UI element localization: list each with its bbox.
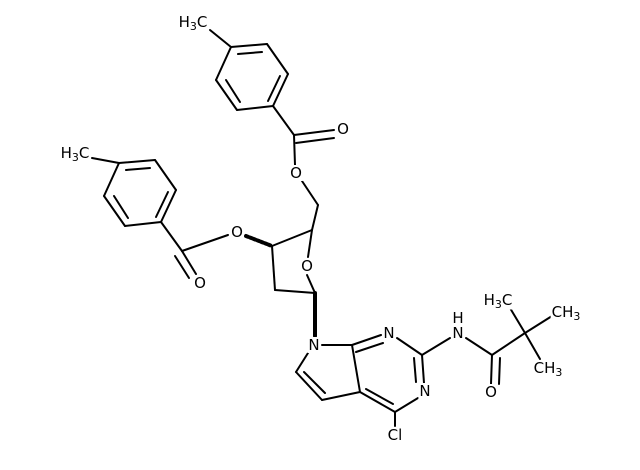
- atom-label: O: [337, 120, 349, 138]
- label-background: [300, 258, 314, 274]
- atom-label-part: 3: [190, 20, 197, 33]
- label-background: [193, 275, 207, 291]
- atom-label-part: O: [485, 383, 497, 401]
- atom-label-part: O: [290, 164, 302, 182]
- label-background: [382, 325, 396, 341]
- atom-label-part: 3: [573, 310, 580, 323]
- label-background: [386, 427, 404, 443]
- atom-label: O: [290, 164, 302, 182]
- atom-label-part: H: [562, 303, 573, 321]
- atom-label: O: [194, 274, 206, 292]
- atom-label-part: Cl: [388, 426, 403, 444]
- atom-label-part: H: [61, 144, 72, 162]
- label-background: [484, 384, 498, 400]
- atom-label: O: [485, 383, 497, 401]
- atom-label-part: N: [308, 336, 319, 354]
- atom-label: N: [383, 324, 394, 342]
- atom-label: O: [301, 257, 313, 275]
- atom-label: H: [452, 309, 463, 327]
- label-background: [59, 145, 91, 163]
- atom-label-part: C: [197, 13, 207, 31]
- label-background: [307, 337, 321, 353]
- atom-label-part: O: [194, 274, 206, 292]
- atom-label: CH3: [552, 303, 581, 323]
- atom-label-part: N: [452, 324, 463, 342]
- atom-label: Cl: [388, 426, 403, 444]
- atom-label: N: [308, 336, 319, 354]
- label-background: [289, 165, 303, 181]
- label-background: [532, 360, 564, 378]
- atom-label-part: C: [552, 303, 562, 321]
- label-background: [230, 224, 244, 240]
- atom-label-part: 3: [72, 151, 79, 164]
- atom-label-part: O: [301, 257, 313, 275]
- atom-label-part: 3: [555, 366, 562, 379]
- atom-label: H3C: [179, 13, 208, 33]
- atom-label-part: O: [337, 120, 349, 138]
- atom-label: N: [419, 382, 430, 400]
- atom-label-part: H: [179, 13, 190, 31]
- atom-label-part: O: [231, 223, 243, 241]
- atom-label: N: [452, 324, 463, 342]
- atom-label: O: [231, 223, 243, 241]
- atom-label-part: 3: [495, 298, 502, 311]
- atom-label: H3C: [61, 144, 90, 164]
- atom-label-part: H: [544, 359, 555, 377]
- bonds: [91, 29, 553, 427]
- atom-label-part: N: [383, 324, 394, 342]
- atom-label-part: H: [452, 309, 463, 327]
- label-background: [418, 383, 432, 399]
- label-background: [177, 14, 209, 32]
- atom-label-part: C: [534, 359, 544, 377]
- atom-label: CH3: [534, 359, 563, 379]
- label-background: [336, 121, 350, 137]
- atom-label: H3C: [484, 291, 513, 311]
- atom-label-part: N: [419, 382, 430, 400]
- atom-label-part: C: [79, 144, 89, 162]
- atom-label-part: C: [502, 291, 512, 309]
- label-background: [482, 292, 514, 310]
- label-background: [550, 304, 582, 322]
- label-background: [451, 310, 465, 326]
- atom-label-part: H: [484, 291, 495, 309]
- label-background: [451, 325, 465, 341]
